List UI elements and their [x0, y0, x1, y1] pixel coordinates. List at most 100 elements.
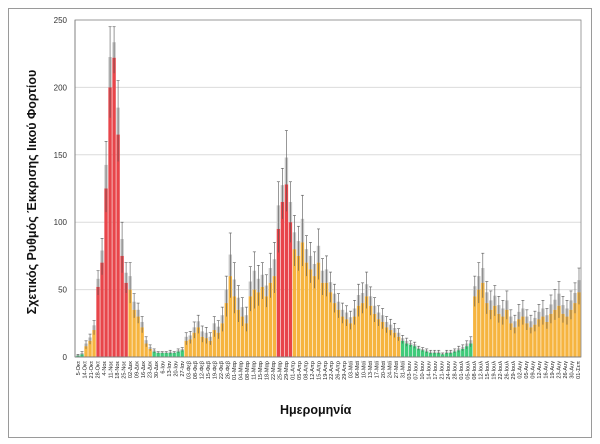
bar — [457, 350, 461, 357]
x-tick-label: 26-Αυγ — [563, 361, 569, 379]
x-tick-label: 11-Νοε — [109, 361, 115, 379]
x-tick-label: 28-Ιουν — [453, 361, 459, 380]
x-tick-label: 10-Ιουν — [420, 361, 426, 380]
bar — [380, 321, 385, 357]
x-tick-label: 01-Απρ — [290, 361, 296, 380]
x-tick-label: 4-Νοε — [102, 361, 108, 376]
x-tick-label: 03-Ιουν — [407, 361, 413, 380]
bar — [469, 343, 473, 357]
bar — [412, 346, 417, 357]
bar — [352, 316, 357, 357]
x-tick-label: 23-Δεκ — [148, 361, 154, 378]
x-tick-label: 13-Μαϊ — [368, 360, 374, 378]
bar — [248, 296, 253, 357]
bar — [320, 282, 325, 357]
bar — [517, 319, 521, 357]
bar — [280, 201, 285, 357]
bar — [569, 309, 573, 357]
x-tick-label: 20-Μαϊ — [381, 360, 387, 378]
x-tick-label: 26-Απρ — [336, 361, 342, 380]
bar — [224, 303, 229, 357]
bar — [200, 336, 204, 357]
bar — [96, 286, 100, 357]
bar — [324, 282, 329, 357]
bar — [184, 340, 188, 357]
bar — [156, 352, 160, 357]
x-tick-label: 05-Ιουλ — [465, 361, 471, 380]
bar — [192, 332, 196, 357]
bar — [152, 351, 156, 357]
bar — [132, 309, 136, 357]
bar — [180, 350, 184, 357]
bar — [268, 282, 273, 357]
bar — [525, 323, 529, 357]
bar — [501, 316, 505, 357]
bar — [196, 327, 200, 357]
plot-border — [74, 19, 582, 358]
x-tick-label: 31-Μαϊ — [401, 360, 407, 378]
x-tick-label: 6-Ιαν — [161, 361, 167, 374]
bar — [168, 352, 172, 357]
bar — [573, 303, 577, 357]
bar — [404, 343, 409, 357]
bar — [236, 309, 241, 357]
bar — [364, 296, 369, 357]
x-tick-label: 14-Ιουν — [427, 361, 433, 380]
y-tick-label: 200 — [54, 83, 68, 92]
bar — [276, 228, 281, 357]
x-tick-label: 12-Ιουλ — [478, 361, 484, 380]
x-tick-label: 06-Μαϊ — [355, 360, 361, 378]
bar — [368, 305, 373, 357]
bar — [408, 344, 413, 357]
x-tick-label: 10-Μαϊ — [362, 360, 368, 378]
x-tick-label: 09-Αυγ — [530, 361, 536, 379]
bar — [489, 309, 493, 357]
x-tick-label: 11-Μαρ — [251, 361, 257, 380]
bar — [208, 340, 212, 357]
bar — [497, 313, 501, 357]
bar — [272, 276, 277, 357]
x-tick-label: 22-Απρ — [329, 361, 335, 380]
bar — [332, 303, 337, 357]
bar — [493, 305, 497, 357]
x-tick-label: 09-Δεκ — [135, 361, 141, 378]
bar — [188, 339, 192, 357]
bar — [513, 327, 517, 357]
bar — [485, 303, 489, 357]
x-tick-label: 19-Απρ — [323, 361, 329, 380]
bar — [344, 319, 349, 357]
x-tick-label: 02-Δεκ — [128, 361, 134, 378]
x-tick-label: 19-Ιουλ — [491, 361, 497, 380]
bar — [453, 351, 457, 357]
x-tick-label: 28-Οκτ — [96, 360, 102, 378]
bar — [232, 296, 237, 357]
bar — [549, 313, 553, 357]
bar — [537, 319, 541, 357]
bar — [481, 282, 485, 357]
x-tick-label: 03-Φεβ — [187, 361, 193, 379]
x-tick-label: 15-Φεβ — [206, 361, 212, 379]
bar — [264, 296, 269, 357]
x-tick-label: 16-Δεκ — [141, 361, 147, 378]
bar — [220, 323, 224, 357]
bar — [304, 262, 309, 357]
bar — [84, 346, 88, 357]
bar — [396, 336, 401, 357]
x-tick-label: 24-Ιουν — [446, 361, 452, 380]
bar — [212, 330, 216, 357]
x-tick-label: 27-Μαϊ — [394, 360, 400, 378]
x-tick-label: 26-Ιουλ — [504, 361, 510, 380]
x-tick-label: 30-Δεκ — [154, 361, 160, 378]
y-axis-title: Σχετικός Ρυθμός Έκκρισης Ιικού Φορτίου — [25, 69, 39, 315]
x-tick-label: 25-Νοε — [122, 360, 128, 378]
x-tick-label: 16-Αυγ — [543, 361, 549, 379]
y-tick-label: 150 — [54, 151, 68, 160]
bar — [420, 350, 425, 357]
bar — [348, 323, 353, 357]
x-tick-label: 30-Αυγ — [569, 361, 575, 379]
y-tick-label: 250 — [54, 16, 68, 25]
x-tick-label: 25-Μαρ — [277, 361, 283, 380]
bar — [164, 352, 168, 357]
bar — [228, 276, 233, 357]
x-tick-label: 08-Μαρ — [245, 361, 251, 380]
